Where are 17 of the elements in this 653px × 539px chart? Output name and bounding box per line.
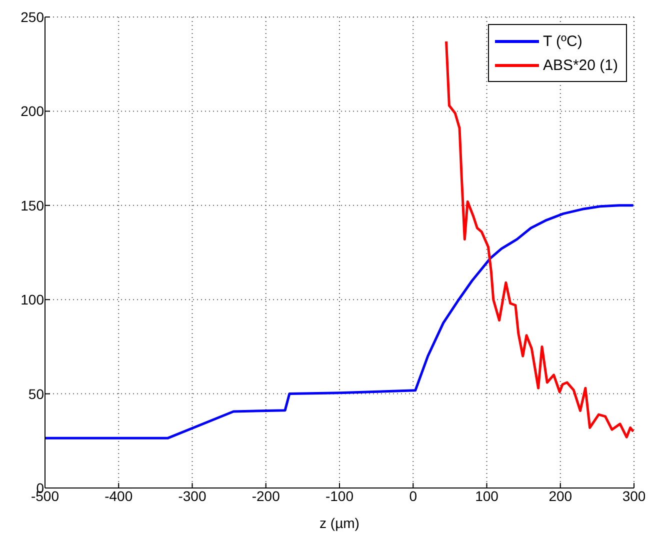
- x-tick-label: 200: [548, 488, 572, 504]
- x-axis-title: z (µm): [320, 515, 360, 531]
- x-tick-label: -300: [178, 488, 206, 504]
- legend-label: ABS*20 (1): [542, 56, 618, 74]
- y-tick-label: 250: [20, 8, 44, 25]
- x-tick-label: -200: [252, 488, 280, 504]
- x-tick-label: -400: [104, 488, 133, 504]
- line-series: [45, 204, 634, 440]
- x-tick-label: 0: [409, 488, 418, 504]
- y-tick-label: 100: [20, 292, 44, 308]
- x-tick-label: 300: [622, 488, 646, 504]
- x-tick-label: 100: [475, 488, 499, 504]
- y-tick-label: 50: [28, 386, 44, 402]
- x-tick-label: -100: [325, 488, 354, 504]
- y-tick-label: 200: [20, 103, 44, 120]
- y-tick-label: 150: [20, 197, 44, 214]
- legend-label: T (ºC): [542, 32, 582, 50]
